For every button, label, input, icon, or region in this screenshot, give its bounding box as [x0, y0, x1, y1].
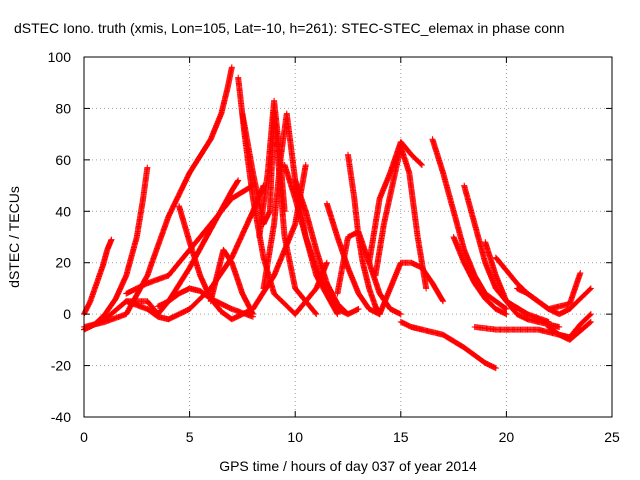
- series-23: [450, 234, 510, 318]
- data-points: [81, 64, 594, 372]
- chart-title: dSTEC Iono. truth (xmis, Lon=105, Lat=-1…: [14, 20, 565, 36]
- x-tick-label: 15: [393, 429, 409, 445]
- series-25: [482, 239, 563, 330]
- series-30: [123, 182, 256, 297]
- y-tick-label: 40: [55, 203, 71, 219]
- series-markers: [545, 311, 594, 341]
- series-markers: [123, 182, 256, 297]
- series-14: [292, 177, 362, 318]
- y-tick-label: 80: [55, 100, 71, 116]
- series-markers: [281, 162, 351, 318]
- y-tick-label: 60: [55, 152, 71, 168]
- series-markers: [376, 259, 447, 318]
- x-axis-title: GPS time / hours of day 037 of year 2014: [219, 458, 477, 474]
- y-tick-label: 20: [55, 255, 71, 271]
- series-17: [334, 228, 404, 318]
- series-markers: [345, 151, 383, 318]
- series-13: [281, 162, 351, 318]
- y-tick-label: -20: [51, 358, 71, 374]
- series-19: [372, 144, 430, 292]
- series-18: [366, 138, 425, 266]
- series-markers: [334, 228, 404, 318]
- y-tick-label: 0: [63, 306, 71, 322]
- series-markers: [207, 246, 256, 318]
- series-markers: [514, 285, 594, 318]
- series-22: [429, 136, 510, 312]
- axis-ticks: [83, 56, 613, 418]
- series-markers: [397, 318, 499, 372]
- series-16: [345, 151, 383, 318]
- y-tick-label: -40: [51, 409, 71, 425]
- series-28: [514, 285, 594, 318]
- series-20: [376, 259, 447, 318]
- series-markers: [429, 136, 510, 312]
- series-8: [207, 246, 256, 318]
- x-tick-label: 0: [80, 429, 88, 445]
- x-tick-label: 25: [604, 429, 620, 445]
- tick-labels: 0 5 10 15 20 25 -40 -20 0 20 40 60 80 100: [48, 49, 620, 445]
- y-tick-label: 100: [48, 49, 72, 65]
- series-21: [397, 318, 499, 372]
- series-markers: [366, 138, 425, 266]
- series-markers: [292, 177, 362, 318]
- series-markers: [372, 144, 430, 292]
- x-tick-label: 10: [287, 429, 303, 445]
- series-markers: [482, 239, 563, 330]
- y-axis-title: dSTEC / TECUs: [6, 186, 22, 288]
- plot-frame: [83, 56, 613, 418]
- x-tick-label: 20: [499, 429, 515, 445]
- series-markers: [450, 234, 510, 318]
- x-tick-label: 5: [186, 429, 194, 445]
- series-29: [545, 311, 594, 341]
